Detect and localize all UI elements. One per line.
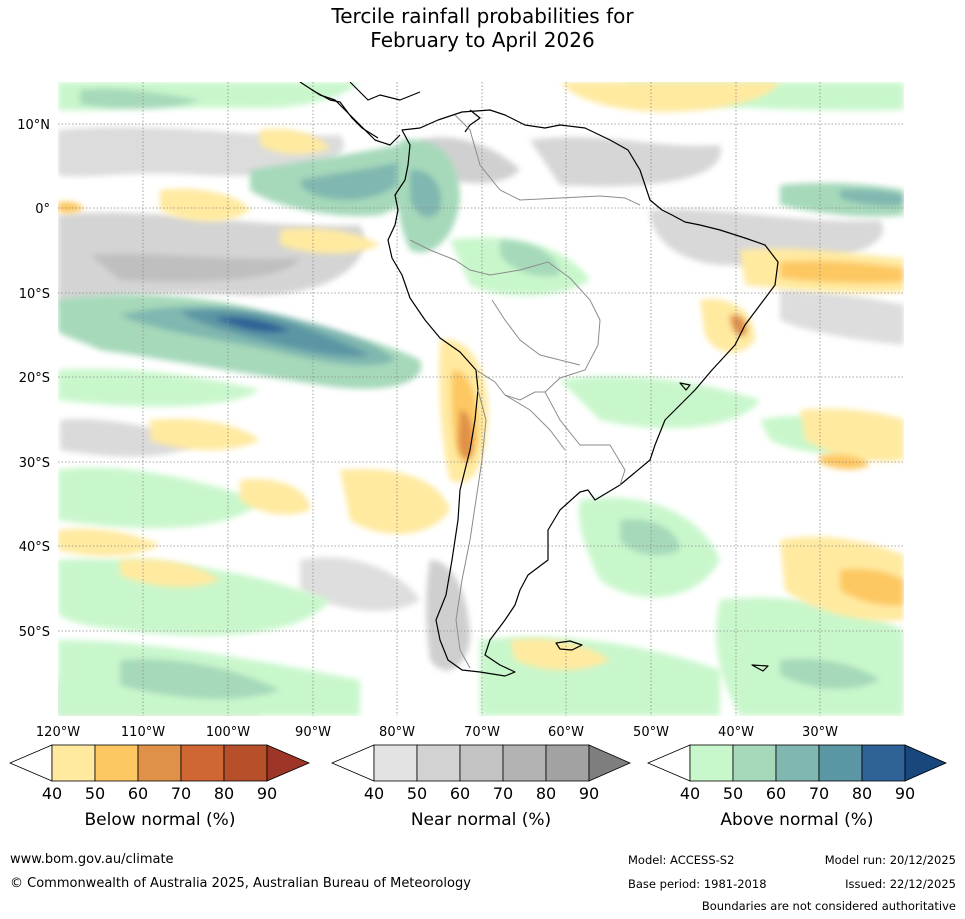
lon-label-100w: 100°W [206, 725, 250, 740]
colorbar-above-segment [775, 744, 820, 782]
lat-label-30s: 30°S [19, 456, 50, 471]
issued-text: Issued: 22/12/2025 [845, 877, 956, 891]
below-normal-title: Below normal (%) [85, 810, 236, 830]
near-tick-70: 70 [493, 784, 513, 803]
graticule [58, 82, 904, 716]
disclaimer-text: Boundaries are not considered authoritat… [701, 899, 956, 913]
lon-label-40w: 40°W [718, 725, 754, 740]
lon-label-90w: 90°W [295, 725, 331, 740]
south-america-coastline [387, 109, 779, 677]
website-link[interactable]: www.bom.gov.au/climate [10, 852, 174, 867]
lon-label-70w: 70°W [464, 725, 500, 740]
colorbar-below-segment [137, 744, 182, 782]
longitude-labels: 120°W 110°W 100°W 90°W 80°W 70°W 60°W 50… [36, 725, 838, 740]
lat-label-10n: 10°N [17, 118, 50, 133]
map-title: Tercile rainfall probabilities for Febru… [0, 4, 965, 52]
colorbar-near-segment [502, 744, 547, 782]
colorbar-near [330, 744, 631, 782]
lon-label-120w: 120°W [36, 725, 80, 740]
below-tick-70: 70 [171, 784, 191, 803]
title-line-2: February to April 2026 [370, 28, 595, 52]
above-tick-80: 80 [852, 784, 872, 803]
colorbar-above-segment [646, 744, 691, 782]
colorbar-above-segment [732, 744, 777, 782]
lat-label-0: 0° [35, 202, 50, 217]
base-period-text: Base period: 1981-2018 [628, 877, 767, 891]
coastlines [299, 82, 779, 677]
colorbar-below-segment [180, 744, 225, 782]
below-tick-40: 40 [42, 784, 62, 803]
below-tick-80: 80 [214, 784, 234, 803]
colorbar-below-segment [266, 744, 311, 782]
colorbar-above [646, 744, 947, 782]
below-tick-90: 90 [257, 784, 277, 803]
probability-field [58, 82, 904, 716]
country-borders [409, 114, 641, 669]
below-tick-50: 50 [85, 784, 105, 803]
colorbar-below-segment [223, 744, 268, 782]
colorbar-above-segment [689, 744, 734, 782]
latitude-labels: 10°N 0° 10°S 20°S 30°S 40°S 50°S [17, 118, 50, 640]
near-tick-90: 90 [579, 784, 599, 803]
title-line-1: Tercile rainfall probabilities for [331, 4, 634, 28]
lon-label-60w: 60°W [548, 725, 584, 740]
colorbar-above-segment [904, 744, 947, 782]
lat-label-50s: 50°S [19, 625, 50, 640]
below-tick-60: 60 [128, 784, 148, 803]
colorbar-below [8, 744, 311, 782]
near-tick-40: 40 [364, 784, 384, 803]
lat-label-10s: 10°S [19, 287, 50, 302]
colorbar-tick-labels: 40 50 60 70 80 90 40 50 60 70 80 90 40 5… [42, 784, 915, 803]
colorbar-near-segment [373, 744, 418, 782]
colorbar-near-segment [416, 744, 461, 782]
above-tick-70: 70 [809, 784, 829, 803]
lon-label-50w: 50°W [633, 725, 669, 740]
above-tick-40: 40 [680, 784, 700, 803]
lat-label-40s: 40°S [19, 540, 50, 555]
colorbar-near-segment [330, 744, 375, 782]
colorbar-above-segment [861, 744, 906, 782]
above-tick-50: 50 [723, 784, 743, 803]
model-text: Model: ACCESS-S2 [628, 853, 735, 867]
colorbar-below-segment [8, 744, 53, 782]
colorbar-near-segment [545, 744, 590, 782]
colorbar-titles: Below normal (%) Near normal (%) Above n… [85, 810, 874, 830]
near-tick-60: 60 [450, 784, 470, 803]
near-tick-50: 50 [407, 784, 427, 803]
colorbar-near-segment [459, 744, 504, 782]
colorbar-above-segment [818, 744, 863, 782]
lat-label-20s: 20°S [19, 371, 50, 386]
lon-label-80w: 80°W [379, 725, 415, 740]
above-tick-90: 90 [895, 784, 915, 803]
near-tick-80: 80 [536, 784, 556, 803]
lon-label-30w: 30°W [802, 725, 838, 740]
near-normal-title: Near normal (%) [411, 810, 551, 830]
colorbar-below-segment [94, 744, 139, 782]
colorbar-near-segment [588, 744, 631, 782]
colorbar-below-segment [51, 744, 96, 782]
above-tick-60: 60 [766, 784, 786, 803]
model-run-text: Model run: 20/12/2025 [824, 853, 956, 867]
copyright-text: © Commonwealth of Australia 2025, Austra… [10, 876, 471, 891]
above-normal-title: Above normal (%) [720, 810, 873, 830]
lon-label-110w: 110°W [121, 725, 165, 740]
